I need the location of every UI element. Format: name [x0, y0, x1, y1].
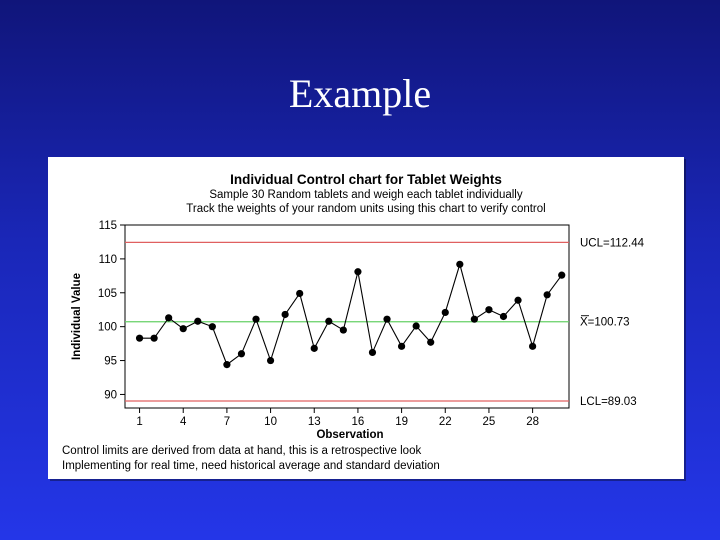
x-tick-label: 7: [224, 416, 230, 428]
data-point: [339, 326, 347, 334]
data-point: [441, 308, 449, 317]
data-point: [456, 260, 464, 268]
data-point: [543, 291, 551, 299]
data-point: [383, 315, 391, 323]
data-point: [499, 312, 508, 321]
data-point: [150, 334, 158, 342]
axes: 90 95 100 105 110 115 1 4 7 10 13 16 19 22 25 28: [98, 220, 539, 428]
footnote-line-1: Control limits are derived from data at …: [62, 445, 421, 457]
data-point: [135, 334, 144, 342]
y-tick-label: 110: [99, 254, 117, 266]
x-tick-label: 25: [483, 416, 496, 428]
control-limits: UCL=112.44 X=100.73 LCL=89.03: [125, 237, 645, 408]
data-point: [368, 348, 377, 357]
chart-subtitle-line-1: Sample 30 Random tablets and weigh each …: [209, 189, 523, 201]
chart-subtitle-line-2: Track the weights of your random units u…: [186, 203, 545, 215]
x-tick-label: 4: [180, 416, 187, 428]
data-point: [514, 296, 522, 304]
x-tick-label: 16: [352, 416, 365, 428]
data-point: [325, 317, 333, 325]
x-tick-label: 19: [395, 416, 408, 428]
y-tick-label: 105: [98, 288, 117, 300]
data-point: [470, 315, 478, 323]
chart-title: Individual Control chart for Tablet Weig…: [230, 172, 502, 187]
data-point: [529, 342, 537, 350]
ucl-label: UCL=112.44: [580, 237, 645, 249]
data-point: [223, 361, 231, 369]
control-chart: Individual Control chart for Tablet Weig…: [62, 172, 645, 472]
data-point: [165, 314, 173, 322]
x-tick-label: 13: [308, 416, 321, 428]
data-point: [237, 350, 246, 358]
data-point: [485, 306, 493, 314]
data-point: [266, 356, 275, 365]
control-chart-figure: Individual Control chart for Tablet Weig…: [48, 157, 684, 479]
data-point: [427, 338, 435, 346]
data-point: [310, 344, 318, 352]
x-tick-label: 1: [136, 416, 142, 428]
data-point: [397, 342, 406, 350]
x-axis-title: Observation: [316, 429, 383, 441]
y-tick-label: 95: [104, 356, 117, 368]
lcl-label: LCL=89.03: [580, 396, 637, 408]
data-point: [558, 271, 566, 279]
data-point: [296, 289, 304, 298]
data-point: [281, 310, 289, 319]
slide-title: Example: [288, 71, 432, 116]
footnote-line-2: Implementing for real time, need histori…: [62, 460, 440, 472]
y-tick-label: 100: [98, 322, 117, 334]
center-label: X=100.73: [580, 317, 630, 329]
data-point: [179, 325, 187, 333]
data-point: [194, 317, 202, 325]
data-point: [252, 315, 260, 323]
x-tick-label: 28: [526, 416, 539, 428]
data-point: [412, 322, 420, 330]
data-series: [135, 260, 566, 369]
x-tick-label: 22: [439, 416, 452, 428]
x-tick-label: 10: [264, 416, 277, 428]
data-point: [208, 323, 216, 331]
y-tick-label: 90: [104, 389, 117, 401]
y-tick-label: 115: [99, 220, 117, 232]
y-axis-title: Individual Value: [71, 273, 83, 360]
data-point: [354, 268, 362, 276]
